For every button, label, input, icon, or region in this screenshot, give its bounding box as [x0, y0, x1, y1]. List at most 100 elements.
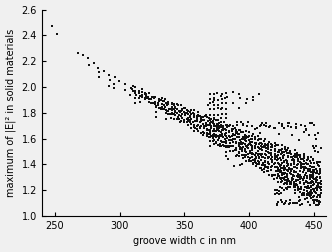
Point — [294, 178, 299, 182]
Point — [304, 161, 309, 165]
Point — [253, 137, 258, 141]
Point — [247, 141, 253, 145]
Point — [132, 90, 138, 94]
Point — [276, 162, 282, 166]
Point — [301, 191, 306, 195]
Point — [271, 126, 277, 130]
Point — [196, 113, 201, 117]
Point — [175, 102, 180, 106]
Point — [315, 183, 320, 187]
Point — [272, 147, 277, 151]
Point — [253, 150, 259, 154]
Point — [210, 139, 216, 143]
Point — [292, 155, 297, 159]
Point — [286, 154, 291, 158]
Point — [182, 113, 187, 117]
Point — [253, 142, 259, 146]
Point — [291, 179, 296, 183]
Point — [207, 144, 212, 148]
Point — [247, 156, 252, 160]
Point — [266, 151, 272, 155]
Point — [237, 135, 242, 139]
Point — [252, 145, 257, 149]
Point — [295, 153, 301, 157]
Point — [231, 133, 236, 137]
Point — [215, 134, 221, 138]
Point — [308, 197, 313, 201]
Point — [224, 125, 229, 129]
Point — [292, 165, 297, 169]
Point — [286, 151, 291, 155]
Point — [305, 191, 311, 195]
Point — [168, 116, 174, 120]
Point — [314, 144, 319, 148]
Point — [221, 135, 226, 139]
Point — [233, 148, 239, 152]
Point — [289, 167, 294, 171]
Point — [311, 168, 316, 172]
Point — [237, 150, 242, 154]
Point — [234, 153, 239, 157]
Point — [250, 162, 256, 166]
Point — [298, 175, 303, 179]
Point — [146, 100, 151, 104]
Point — [219, 106, 224, 110]
Point — [151, 95, 157, 99]
Point — [176, 109, 181, 113]
Point — [112, 75, 117, 79]
Point — [297, 198, 303, 202]
Point — [304, 185, 309, 189]
Point — [315, 193, 320, 197]
Point — [201, 131, 207, 135]
Point — [232, 148, 238, 152]
Point — [259, 153, 264, 157]
Point — [158, 98, 164, 102]
Point — [287, 181, 292, 185]
Point — [270, 164, 275, 168]
Point — [174, 110, 180, 114]
Point — [106, 73, 112, 77]
Point — [301, 176, 307, 180]
Point — [240, 146, 245, 150]
Point — [216, 126, 221, 130]
Point — [107, 84, 112, 88]
Point — [301, 187, 307, 192]
X-axis label: groove width c in nm: groove width c in nm — [133, 236, 236, 246]
Point — [308, 164, 313, 168]
Point — [250, 148, 255, 152]
Point — [291, 185, 296, 189]
Point — [278, 169, 283, 173]
Point — [307, 175, 312, 179]
Point — [86, 63, 91, 67]
Point — [223, 141, 228, 145]
Point — [309, 121, 314, 125]
Point — [256, 149, 261, 153]
Point — [313, 186, 319, 191]
Point — [177, 120, 183, 124]
Point — [208, 113, 213, 117]
Point — [309, 193, 314, 197]
Point — [268, 165, 274, 169]
Point — [257, 124, 263, 128]
Point — [288, 162, 293, 166]
Point — [243, 149, 248, 153]
Point — [179, 112, 185, 116]
Point — [307, 159, 312, 163]
Point — [282, 177, 287, 181]
Point — [155, 102, 160, 106]
Point — [281, 156, 286, 160]
Point — [238, 130, 243, 134]
Point — [230, 149, 235, 153]
Point — [239, 120, 244, 124]
Point — [274, 143, 279, 147]
Point — [260, 163, 266, 167]
Point — [132, 90, 138, 94]
Point — [308, 155, 313, 159]
Point — [284, 169, 290, 173]
Point — [199, 124, 204, 129]
Point — [138, 94, 143, 98]
Point — [207, 135, 212, 139]
Point — [307, 203, 313, 207]
Point — [189, 117, 194, 121]
Point — [239, 137, 245, 141]
